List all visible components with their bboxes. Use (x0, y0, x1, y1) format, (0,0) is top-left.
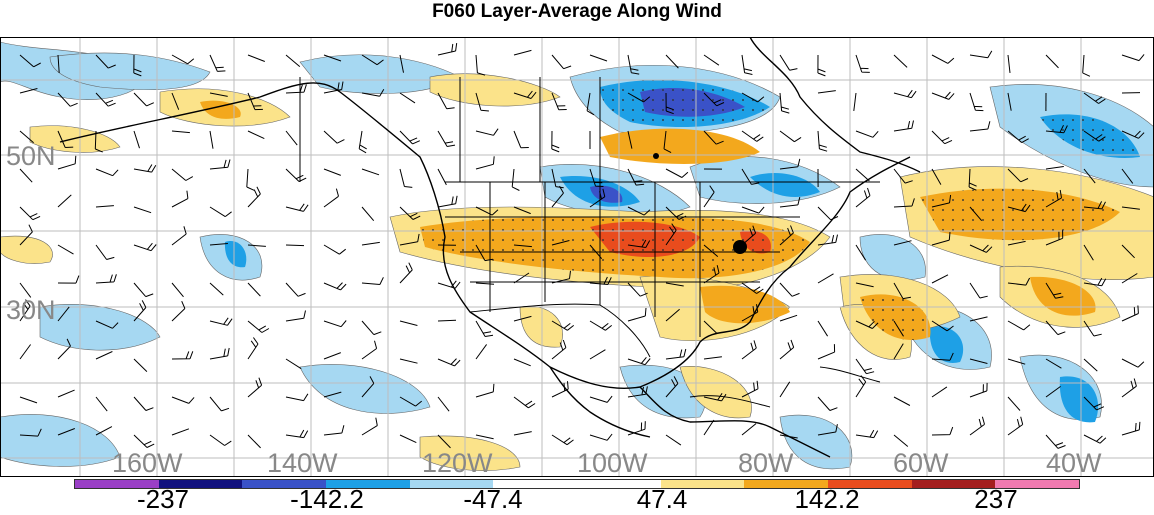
map-title: F060 Layer-Average Along Wind (0, 0, 1154, 24)
map-panel: 50N 30N 160W 140W 120W 100W 80W 60W 40W (0, 37, 1154, 477)
lon-label-60w: 60W (893, 448, 949, 477)
lon-label-120w: 120W (422, 448, 493, 477)
lon-label-160w: 160W (112, 448, 183, 477)
colorbar-label: 47.4 (637, 484, 688, 515)
lon-label-80w: 80W (738, 448, 794, 477)
point-marker-nw-ontario (653, 153, 659, 159)
lon-label-140w: 140W (267, 448, 338, 477)
colorbar-label: 237 (974, 484, 1017, 515)
colorbar-label: 142.2 (794, 484, 859, 515)
colorbar-label: -142.2 (290, 484, 364, 515)
wind-barb (286, 245, 304, 246)
lon-label-40w: 40W (1046, 448, 1102, 477)
colorbar-label: -47.4 (463, 484, 522, 515)
point-marker-appalachia (733, 240, 747, 254)
wind-barb (438, 320, 456, 321)
colorbar-label: -237 (137, 484, 189, 515)
colorbar (74, 479, 1080, 489)
lon-label-100w: 100W (577, 448, 648, 477)
lat-label-50n: 50N (6, 141, 56, 171)
lat-label-30n: 30N (6, 295, 56, 325)
